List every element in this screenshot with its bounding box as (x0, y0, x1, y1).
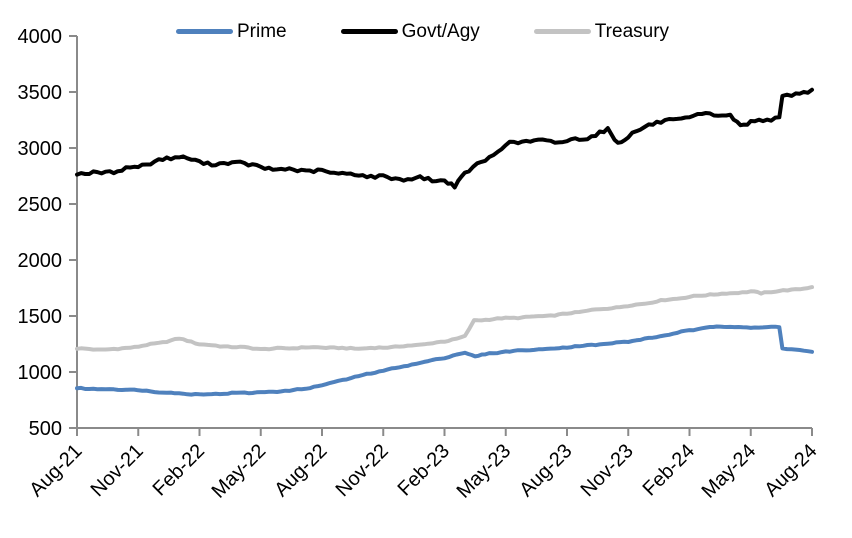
x-tick-label: Feb-23 (394, 440, 454, 500)
series-line-treasury (75, 285, 814, 352)
y-tick-label: 2500 (18, 194, 63, 216)
legend-item-govt-agy: Govt/Agy (340, 21, 480, 42)
x-tick-label: Aug-21 (25, 440, 86, 501)
x-tick-label: Feb-22 (149, 440, 209, 500)
y-tick-label: 4000 (18, 26, 63, 48)
legend-label-prime: Prime (237, 21, 287, 42)
x-tick-label: Aug-22 (270, 440, 331, 501)
x-tick-label: May-22 (208, 440, 271, 503)
y-tick-label: 2000 (18, 250, 63, 272)
y-tick-label: 1000 (18, 362, 63, 384)
chart-legend: Prime Govt/Agy Treasury (176, 22, 669, 41)
treasury-line-swatch-icon (533, 29, 591, 34)
x-tick-label: May-24 (698, 440, 761, 503)
legend-item-treasury: Treasury (533, 21, 670, 42)
x-tick-label: Nov-23 (577, 440, 638, 501)
y-tick-label: 3500 (18, 82, 63, 104)
govt-agy-line-swatch-icon (340, 29, 398, 34)
x-tick-label: Aug-24 (760, 440, 821, 501)
x-tick-label: May-23 (453, 440, 516, 503)
y-tick-label: 500 (29, 418, 62, 440)
legend-label-treasury: Treasury (594, 21, 670, 42)
y-tick-label: 1500 (18, 306, 63, 328)
x-tick-label: Aug-23 (515, 440, 576, 501)
prime-line-swatch-icon (176, 29, 233, 34)
legend-item-prime: Prime (176, 22, 287, 41)
series-line-prime (75, 324, 814, 397)
x-tick-label: Nov-22 (332, 440, 393, 501)
y-tick-label: 3000 (18, 138, 63, 160)
legend-label-govt-agy: Govt/Agy (401, 21, 480, 42)
x-tick-label: Feb-24 (639, 440, 699, 500)
x-tick-label: Nov-21 (87, 440, 148, 501)
series-line-govt-agy (75, 87, 814, 190)
